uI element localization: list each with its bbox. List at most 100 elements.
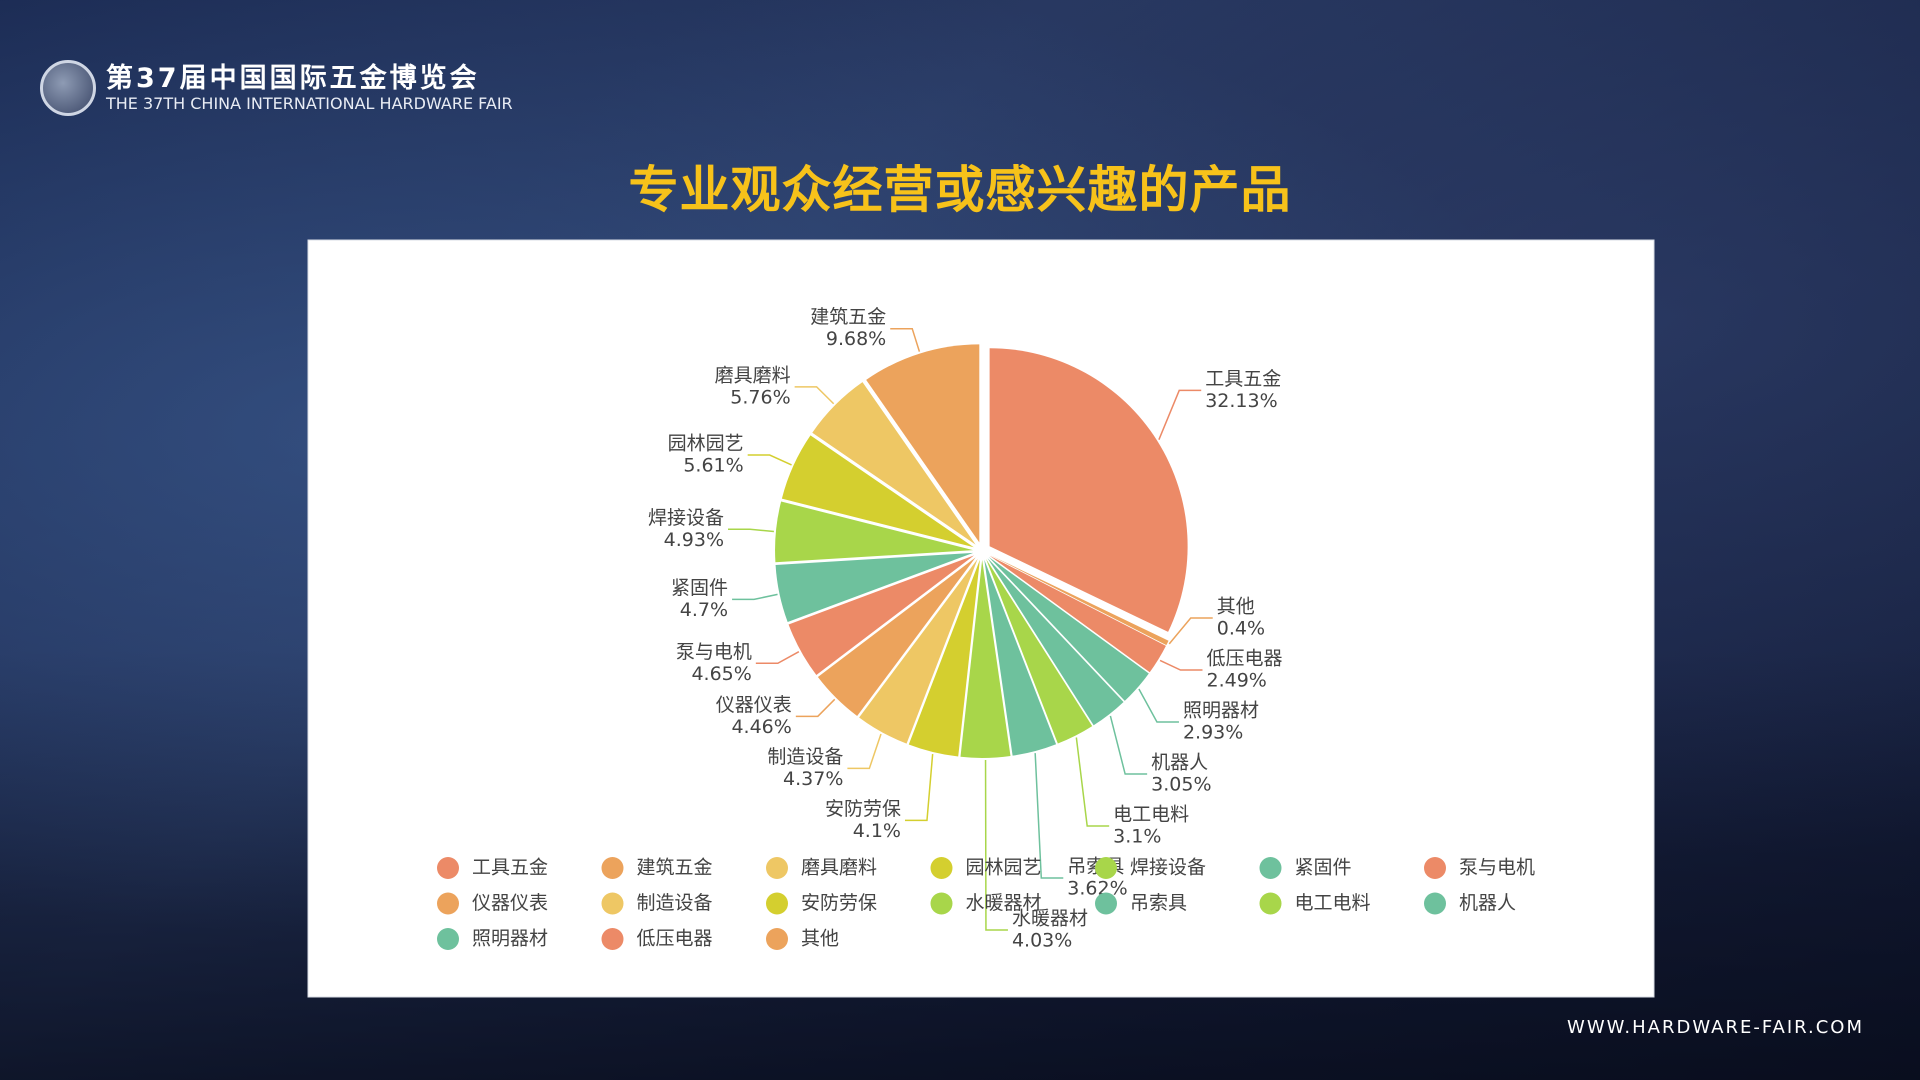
slice-label: 安防劳保	[825, 798, 901, 820]
leader-line	[904, 754, 934, 822]
legend-label: 焊接设备	[1130, 857, 1206, 879]
slice-label: 机器人	[1151, 752, 1208, 774]
leader-line	[795, 698, 836, 718]
slice-label: 低压电器	[1206, 648, 1282, 670]
legend-marker	[766, 928, 788, 950]
pie-slice	[812, 382, 976, 545]
pie-slice	[990, 554, 1169, 646]
slice-label: 工具五金	[1205, 368, 1281, 390]
slice-label: 焊接设备	[648, 507, 724, 529]
slice-value-label: 4.1%	[853, 820, 901, 842]
slice-value-label: 2.93%	[1183, 722, 1243, 744]
pie-slice	[781, 435, 974, 548]
legend-label: 吊索具	[1130, 892, 1187, 914]
leader-line	[1138, 688, 1179, 723]
slice-value-label: 0.4%	[1217, 618, 1265, 640]
header-title: 第37届中国国际五金博览会	[106, 63, 480, 94]
slice-value-label: 3.05%	[1151, 774, 1211, 796]
legend-marker	[1424, 892, 1446, 915]
slice-label: 其他	[1217, 596, 1255, 618]
leader-line	[1168, 617, 1213, 645]
header-subtitle: THE 37TH CHINA INTERNATIONAL HARDWARE FA…	[106, 94, 513, 113]
slice-label: 泵与电机	[676, 641, 752, 663]
leader-line	[890, 327, 921, 352]
slice-value-label: 4.65%	[691, 663, 751, 685]
legend-label: 水暖器材	[966, 892, 1042, 914]
legend-label: 安防劳保	[801, 892, 877, 914]
leader-line	[1075, 737, 1110, 827]
slice-value-label: 5.76%	[730, 386, 790, 408]
legend-label: 机器人	[1459, 892, 1516, 914]
slice-value-label: 3.62%	[1067, 878, 1127, 900]
leader-line	[1158, 389, 1202, 441]
leader-line	[794, 386, 835, 405]
slice-value-label: 2.49%	[1206, 670, 1266, 692]
legend-marker	[437, 892, 459, 915]
pie-slice	[989, 555, 1166, 673]
slice-label: 建筑五金	[810, 306, 886, 328]
slice-label: 园林园艺	[668, 433, 744, 455]
legend-label: 仪器仪表	[472, 892, 548, 914]
legend-marker	[766, 892, 788, 915]
slice-label: 磨具磨料	[715, 364, 791, 386]
pie-slice	[988, 556, 1149, 701]
legend-label: 电工电料	[1295, 892, 1371, 914]
slice-value-label: 4.46%	[731, 716, 791, 738]
logo	[40, 60, 96, 116]
legend-marker	[930, 892, 953, 915]
legend-marker	[1095, 857, 1117, 879]
footer-url: WWW.HARDWARE-FAIR.COM	[1567, 1017, 1864, 1038]
legend-marker	[601, 892, 624, 915]
leader-line	[847, 733, 882, 770]
pie-slice	[984, 559, 1057, 756]
legend-label: 磨具磨料	[801, 857, 877, 879]
pie-slice	[859, 558, 978, 744]
pie-slice	[989, 348, 1188, 632]
leader-line	[1109, 715, 1148, 775]
pie-slice	[788, 555, 975, 675]
slice-label: 水暖器材	[1012, 908, 1088, 930]
slice-value-label: 4.93%	[664, 529, 724, 551]
leader-line	[1034, 753, 1064, 879]
leader-line	[732, 593, 778, 601]
slice-value-label: 3.1%	[1113, 826, 1161, 848]
slice-label: 紧固件	[671, 577, 728, 599]
legend-label: 照明器材	[472, 928, 548, 950]
legend-label: 建筑五金	[637, 857, 713, 879]
legend-label: 其他	[801, 928, 839, 950]
leader-line	[755, 651, 800, 665]
legend-label: 工具五金	[472, 857, 548, 879]
pie-slice	[775, 552, 974, 623]
legend-marker	[1095, 892, 1117, 915]
legend-label: 紧固件	[1295, 857, 1352, 879]
pie-slice	[817, 557, 976, 716]
legend-marker	[437, 928, 459, 950]
legend-label: 低压电器	[637, 928, 713, 950]
slice-label: 仪器仪表	[716, 694, 792, 716]
slice-value-label: 4.37%	[783, 768, 843, 790]
legend-label: 泵与电机	[1459, 857, 1535, 879]
slice-value-label: 4.7%	[680, 599, 728, 621]
slice-label: 照明器材	[1183, 700, 1259, 722]
legend-marker	[437, 857, 459, 879]
slice-value-label: 9.68%	[826, 328, 886, 350]
legend-label: 园林园艺	[966, 857, 1042, 879]
leader-line	[747, 454, 792, 466]
pie-slice	[960, 559, 1011, 758]
slice-value-label: 4.03%	[1012, 930, 1072, 952]
leader-line	[984, 759, 1008, 931]
leader-line	[1159, 659, 1203, 671]
leader-line	[728, 528, 774, 533]
legend-marker	[930, 857, 953, 879]
legend-marker	[601, 928, 624, 950]
pie-slice	[986, 559, 1093, 744]
slice-value-label: 32.13%	[1205, 390, 1277, 412]
legend-marker	[1259, 857, 1282, 879]
pie-slice	[908, 559, 980, 757]
pie-slice	[987, 558, 1124, 726]
pie-slice	[775, 501, 974, 563]
legend-marker	[601, 857, 624, 879]
legend-marker	[766, 857, 788, 879]
